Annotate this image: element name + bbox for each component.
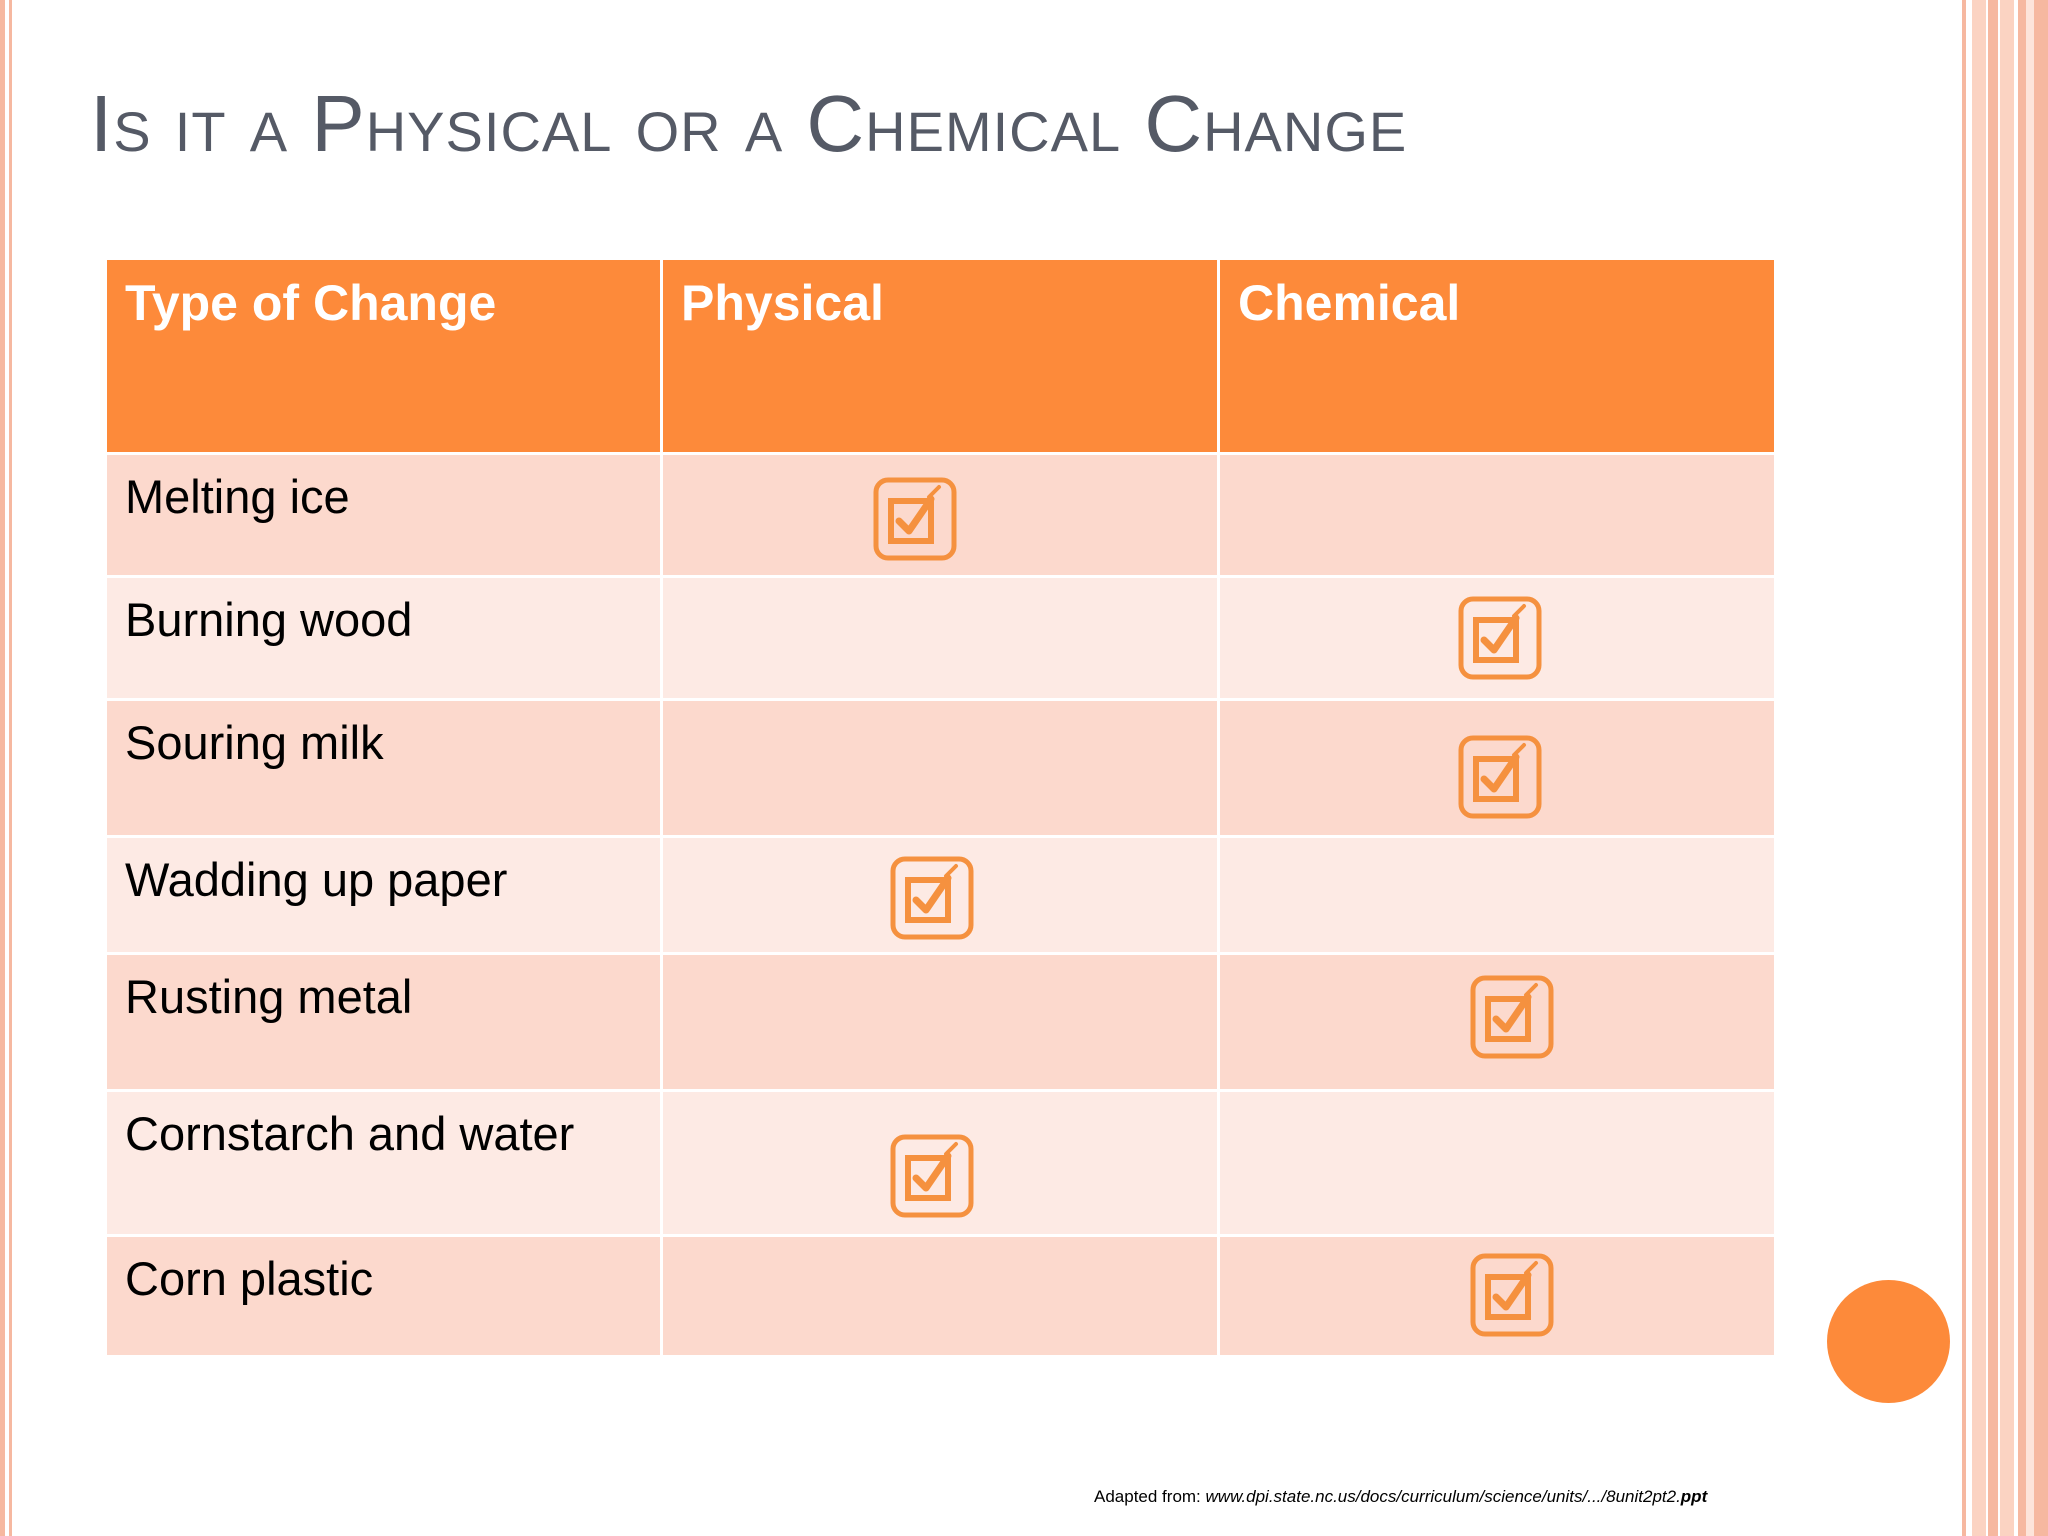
checkbox-checked-icon	[1458, 735, 1542, 819]
cell-physical	[660, 835, 1220, 955]
table-row: Rusting metal	[104, 952, 1777, 1092]
cell-physical	[660, 1234, 1220, 1358]
right-border-stripe-3	[1988, 0, 1998, 1536]
cell-physical	[660, 1089, 1220, 1237]
cell-chemical	[1217, 952, 1777, 1092]
checkbox-checked-icon	[1470, 975, 1554, 1059]
cell-chemical	[1217, 452, 1777, 578]
left-border-stripe	[0, 0, 5, 1536]
slide-title: Is it a Physical or a Chemical Change	[90, 79, 1408, 168]
checkbox-checked-icon	[890, 1134, 974, 1218]
row-label: Rusting metal	[104, 952, 663, 1092]
cell-chemical	[1217, 1234, 1777, 1358]
change-table: Type of Change Physical Chemical Melting…	[104, 257, 1777, 1358]
table-row: Cornstarch and water	[104, 1089, 1777, 1237]
source-extension: ppt	[1680, 1487, 1708, 1506]
checkbox-checked-icon	[1470, 1253, 1554, 1337]
table-row: Souring milk	[104, 698, 1777, 838]
checkbox-checked-icon	[1458, 596, 1542, 680]
cell-chemical	[1217, 1089, 1777, 1237]
row-label: Corn plastic	[104, 1234, 663, 1358]
cell-physical	[660, 452, 1220, 578]
table-row: Burning wood	[104, 575, 1777, 701]
cell-chemical	[1217, 835, 1777, 955]
header-type-of-change: Type of Change	[104, 257, 663, 455]
cell-chemical	[1217, 575, 1777, 701]
row-label: Melting ice	[104, 452, 663, 578]
right-border-stripe-4	[2000, 0, 2014, 1536]
right-border-stripe-1	[1962, 0, 1966, 1536]
checkbox-checked-icon	[873, 477, 957, 561]
cell-physical	[660, 575, 1220, 701]
table-row: Melting ice	[104, 452, 1777, 578]
header-physical: Physical	[660, 257, 1220, 455]
right-border-stripe-2	[1972, 0, 1986, 1536]
right-border-stripe-6	[2026, 0, 2034, 1536]
cell-physical	[660, 952, 1220, 1092]
row-label: Burning wood	[104, 575, 663, 701]
source-url: www.dpi.state.nc.us/docs/curriculum/scie…	[1205, 1487, 1681, 1506]
checkbox-checked-icon	[890, 856, 974, 940]
table-row: Wadding up paper	[104, 835, 1777, 955]
decorative-orange-circle	[1827, 1280, 1950, 1403]
table-row: Corn plastic	[104, 1234, 1777, 1358]
source-prefix: Adapted from:	[1094, 1487, 1206, 1506]
table-header-row: Type of Change Physical Chemical	[104, 257, 1777, 455]
row-label: Wadding up paper	[104, 835, 663, 955]
source-citation: Adapted from: www.dpi.state.nc.us/docs/c…	[1094, 1487, 1707, 1507]
row-label: Cornstarch and water	[104, 1089, 663, 1237]
left-border-stripe-inner	[9, 0, 12, 1536]
header-chemical: Chemical	[1217, 257, 1777, 455]
cell-physical	[660, 698, 1220, 838]
row-label: Souring milk	[104, 698, 663, 838]
cell-chemical	[1217, 698, 1777, 838]
